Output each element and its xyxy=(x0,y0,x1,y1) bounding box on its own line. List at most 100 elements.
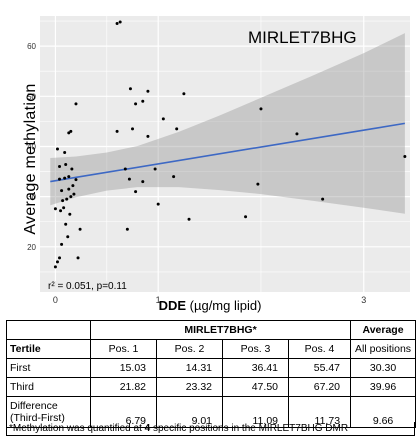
data-point xyxy=(134,102,138,106)
data-point xyxy=(64,163,68,167)
data-point xyxy=(131,127,134,131)
column-header: All positions xyxy=(350,339,417,359)
tick-labels: 0 1 3 20 30 40 50 60 xyxy=(27,42,366,305)
data-point xyxy=(55,147,59,151)
footnote-text: specific positions in the MIRLET7BHG DMR xyxy=(150,423,349,434)
data-point xyxy=(321,197,325,201)
data-point xyxy=(127,177,131,181)
data-point xyxy=(146,89,150,93)
data-point xyxy=(70,167,74,171)
footnote-count: 4 xyxy=(144,423,151,434)
scatter-plot: 0 1 3 20 30 40 50 60 xyxy=(27,16,410,305)
data-point xyxy=(63,150,67,154)
average-header: Average xyxy=(350,320,417,340)
y-tick-label: 20 xyxy=(27,243,36,252)
x-axis-label-variable: DDE xyxy=(158,298,187,313)
data-point xyxy=(175,127,179,131)
data-point xyxy=(74,102,78,106)
data-point xyxy=(58,165,62,169)
data-point xyxy=(123,167,127,171)
table-cell: 9.66 xyxy=(350,396,417,428)
table-cell: 23.32 xyxy=(156,377,223,397)
plot-panel xyxy=(40,16,410,292)
x-axis-label: DDE (µg/mg lipid) xyxy=(0,298,420,313)
table-cell: 9.01 xyxy=(156,396,223,428)
data-point xyxy=(259,107,263,111)
column-header: Pos. 2 xyxy=(156,339,223,359)
y-tick-label: 30 xyxy=(27,193,36,202)
data-point xyxy=(53,265,57,269)
table-cell: 55.47 xyxy=(287,358,352,378)
data-point xyxy=(64,222,68,226)
row-label: First xyxy=(6,358,91,378)
x-tick-label: 3 xyxy=(361,295,366,305)
data-point xyxy=(78,227,82,231)
data-point xyxy=(115,22,119,26)
data-point xyxy=(256,182,260,186)
confidence-band xyxy=(50,33,405,214)
column-header: Tertile xyxy=(6,339,91,359)
data-point xyxy=(69,195,73,199)
data-point xyxy=(67,175,71,179)
data-point xyxy=(187,217,191,221)
data-point xyxy=(161,117,165,121)
data-point xyxy=(153,167,157,171)
data-point xyxy=(134,190,138,194)
data-point xyxy=(125,227,129,231)
row-label-line: (Third-First) xyxy=(10,412,65,424)
data-point xyxy=(141,99,145,103)
column-header: Pos. 3 xyxy=(222,339,289,359)
data-point xyxy=(60,189,64,193)
table-cell: 67.20 xyxy=(287,377,352,397)
data-point xyxy=(295,132,299,136)
table-cell: 21.82 xyxy=(90,377,157,397)
data-points xyxy=(53,20,407,269)
data-point xyxy=(67,131,71,135)
data-point xyxy=(182,92,186,96)
data-point xyxy=(63,176,67,180)
chart-title: MIRLET7BHG xyxy=(248,28,357,47)
y-tick-label: 50 xyxy=(27,92,36,101)
gridlines xyxy=(40,16,410,292)
data-point xyxy=(66,235,70,239)
x-tick-label: 0 xyxy=(53,295,58,305)
table-footnote: *Methylation was quantified at 4 specifi… xyxy=(6,422,415,436)
data-point xyxy=(60,242,64,246)
data-point xyxy=(115,129,119,133)
data-point xyxy=(74,178,78,182)
data-point xyxy=(67,187,71,191)
table-cell: 6.79 xyxy=(90,396,157,428)
data-point xyxy=(55,260,59,264)
table-cell: 47.50 xyxy=(222,377,289,397)
x-axis-label-unit: (µg/mg lipid) xyxy=(189,298,262,313)
data-point xyxy=(118,20,122,24)
data-point xyxy=(403,155,407,159)
data-point xyxy=(76,256,80,260)
data-point xyxy=(156,202,160,206)
data-point xyxy=(58,256,62,260)
table-cell: 15.03 xyxy=(90,358,157,378)
table-cell: 14.31 xyxy=(156,358,223,378)
data-point xyxy=(69,129,73,133)
data-point xyxy=(59,209,63,213)
x-tick-label: 1 xyxy=(156,295,161,305)
data-point xyxy=(68,212,72,216)
data-point xyxy=(53,207,57,211)
table-cell: 30.30 xyxy=(350,358,417,378)
methylation-table: MIRLET7BHG* Average Tertile Pos. 1 Pos. … xyxy=(6,320,417,428)
data-point xyxy=(128,87,132,91)
data-point xyxy=(172,175,176,179)
data-point xyxy=(72,192,76,196)
data-point xyxy=(65,197,69,201)
data-point xyxy=(71,184,75,188)
row-label-line: Difference xyxy=(10,400,58,412)
column-header: Pos. 4 xyxy=(287,339,352,359)
table-cell: 11.73 xyxy=(287,396,352,428)
data-point xyxy=(58,177,62,181)
data-point xyxy=(61,199,65,203)
row-label: Difference (Third-First) xyxy=(6,396,91,428)
y-tick-label: 60 xyxy=(27,42,36,51)
data-point xyxy=(141,180,145,184)
y-axis-label: Average methylation xyxy=(22,83,39,235)
row-label: Third xyxy=(6,377,91,397)
